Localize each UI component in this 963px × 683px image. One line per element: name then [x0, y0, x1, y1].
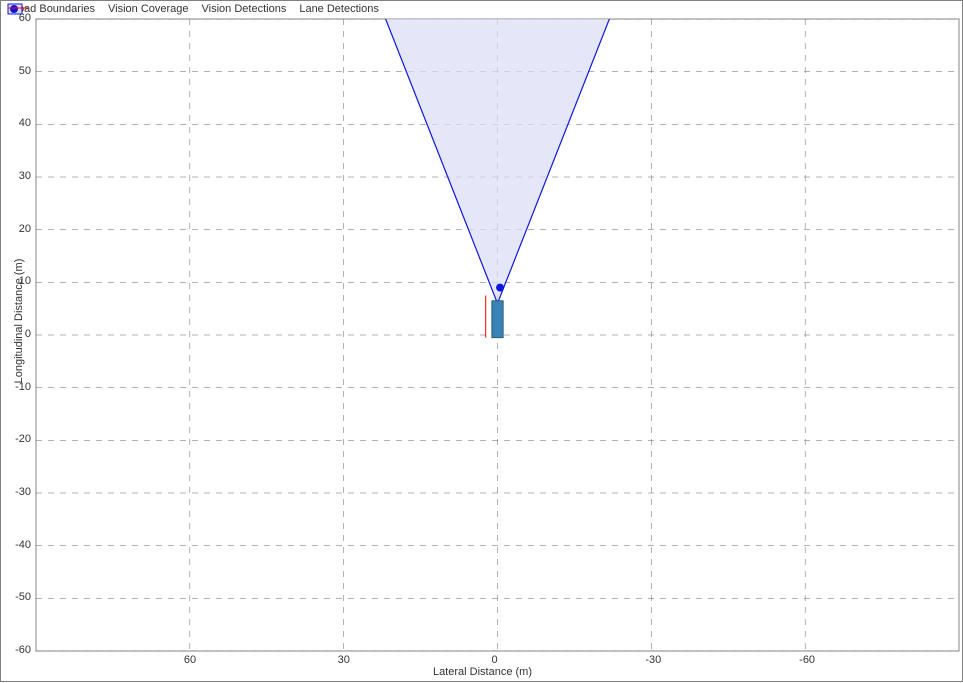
- x-axis-label: Lateral Distance (m): [1, 666, 963, 678]
- y-tick-label: 30: [19, 170, 31, 182]
- y-tick-label: -20: [15, 433, 31, 445]
- y-tick-label: 0: [25, 328, 31, 340]
- y-tick-label: 10: [19, 275, 31, 287]
- y-tick-label: -10: [15, 381, 31, 393]
- bird-eye-plot: [1, 1, 963, 683]
- x-tick-label: 60: [184, 654, 196, 666]
- y-tick-label: 40: [19, 117, 31, 129]
- y-tick-label: -30: [15, 486, 31, 498]
- y-tick-label: 50: [19, 65, 31, 77]
- y-tick-label: 60: [19, 12, 31, 24]
- x-tick-label: -60: [799, 654, 815, 666]
- x-tick-label: 30: [338, 654, 350, 666]
- x-tick-label: 0: [492, 654, 498, 666]
- y-tick-label: -50: [15, 591, 31, 603]
- x-axis-label-text: Lateral Distance (m): [433, 666, 532, 678]
- plot-frame: { "chart": { "type": "bird-eye-plot", "b…: [0, 0, 963, 682]
- x-tick-label: -30: [645, 654, 661, 666]
- y-tick-label: 20: [19, 223, 31, 235]
- y-tick-label: -60: [15, 644, 31, 656]
- y-tick-label: -40: [15, 539, 31, 551]
